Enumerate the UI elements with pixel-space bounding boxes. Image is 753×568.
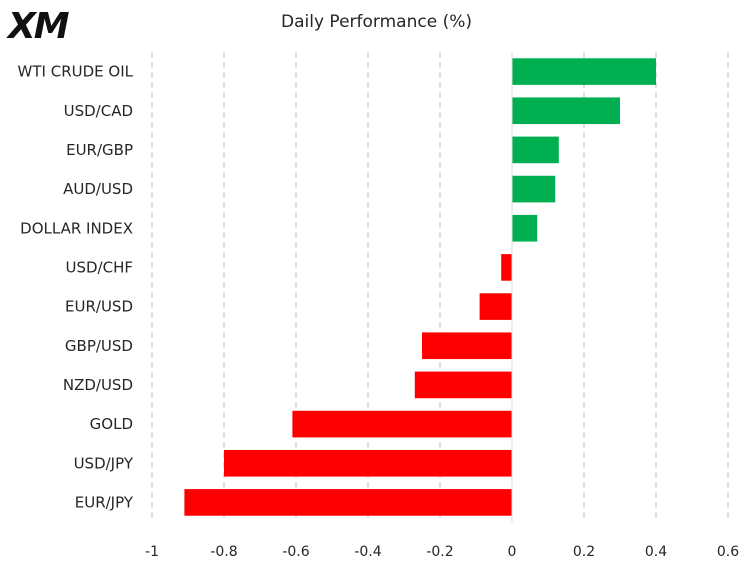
category-label: AUD/USD: [63, 180, 133, 198]
category-label: GBP/USD: [65, 337, 133, 355]
category-label: USD/CHF: [66, 258, 134, 276]
bar: [479, 293, 512, 320]
xm-logo: XM: [6, 6, 72, 44]
bar: [292, 410, 512, 438]
bar: [224, 449, 512, 477]
bar: [512, 136, 559, 164]
category-label: GOLD: [90, 415, 133, 433]
bar: [512, 97, 620, 125]
x-tick-label: -1: [145, 544, 159, 560]
x-tick-label: -0.6: [282, 544, 309, 560]
bar: [422, 332, 512, 360]
category-label: USD/JPY: [74, 454, 134, 472]
category-label: EUR/JPY: [75, 493, 134, 511]
category-label: DOLLAR INDEX: [20, 219, 133, 237]
x-tick-label: 0.6: [717, 544, 739, 560]
x-tick-label: 0.4: [645, 544, 667, 560]
x-tick-label: -0.2: [426, 544, 453, 560]
x-tick-label: 0: [508, 544, 517, 560]
bar: [512, 175, 556, 203]
category-label: WTI CRUDE OIL: [18, 63, 134, 81]
category-label: EUR/USD: [65, 298, 133, 316]
bar: [512, 214, 538, 242]
chart-title: Daily Performance (%): [281, 12, 472, 32]
category-label: USD/CAD: [64, 102, 133, 120]
bar: [512, 58, 656, 85]
category-label: NZD/USD: [63, 376, 133, 394]
category-label: EUR/GBP: [66, 141, 133, 159]
x-tick-label: 0.2: [573, 544, 595, 560]
x-tick-label: -0.8: [210, 544, 237, 560]
bar: [414, 371, 512, 399]
bar: [501, 254, 512, 281]
xm-logo-text: XM: [6, 6, 70, 44]
x-tick-label: -0.4: [354, 544, 381, 560]
bar: [184, 489, 512, 516]
